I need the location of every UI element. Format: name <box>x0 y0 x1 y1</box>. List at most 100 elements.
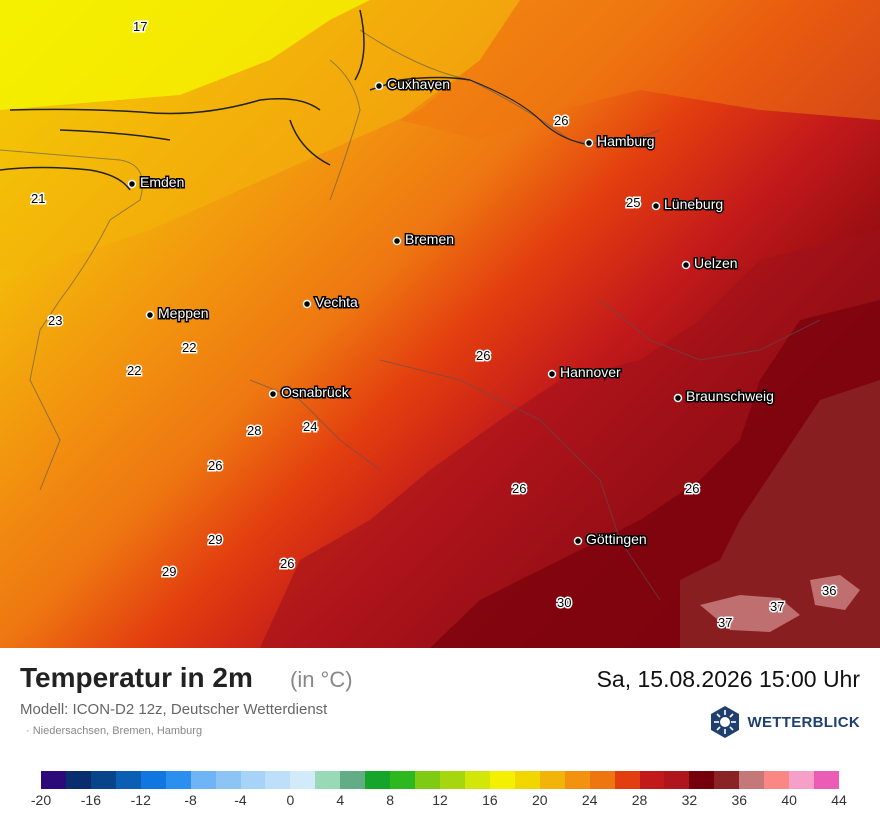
scale-swatch <box>215 771 241 789</box>
coastline <box>0 9 471 191</box>
temp-label: 28 <box>247 423 261 438</box>
scale-swatch <box>90 771 116 789</box>
color-scale <box>41 771 839 789</box>
scale-tick-label: 12 <box>432 792 448 808</box>
temp-label: 22 <box>127 363 141 378</box>
scale-swatch <box>539 771 565 789</box>
city-dot-osnabrueck <box>268 389 278 399</box>
scale-swatch <box>714 771 740 789</box>
city-label-osnabrueck: Osnabrück <box>281 384 350 400</box>
scale-swatch <box>814 771 839 789</box>
temp-label: 26 <box>476 348 490 363</box>
city-label-bremen: Bremen <box>405 231 454 247</box>
scale-swatch <box>440 771 465 789</box>
scale-swatch <box>514 771 540 789</box>
scale-tick-label: 44 <box>831 792 847 808</box>
city-label-braunschweig: Braunschweig <box>686 388 774 404</box>
scale-swatch <box>390 771 416 789</box>
scale-swatch <box>365 771 391 789</box>
scale-tick-label: -12 <box>130 792 151 808</box>
scale-tick-label: 32 <box>681 792 698 808</box>
scale-tick-label: 24 <box>581 792 598 808</box>
temp-label: 37 <box>770 599 784 614</box>
scale-swatch <box>290 771 316 789</box>
scale-tick-label: 36 <box>731 792 748 808</box>
snowflake-sun-icon <box>710 706 739 738</box>
legend-panel: Temperatur in 2m (in °C) Sa, 15.08.2026 … <box>0 648 880 830</box>
temp-label: 17 <box>133 19 147 34</box>
temp-label: 21 <box>31 191 45 206</box>
city-label-cuxhaven: Cuxhaven <box>387 76 450 92</box>
city-dot-braunschweig <box>673 393 683 403</box>
scale-swatch <box>564 771 590 789</box>
city-dot-emden <box>127 179 137 189</box>
scale-swatch <box>315 771 341 789</box>
scale-swatch <box>489 771 515 789</box>
city-dot-uelzen <box>681 260 691 270</box>
temp-label: 26 <box>512 481 526 496</box>
scale-swatch <box>689 771 715 789</box>
city-dot-meppen <box>145 310 155 320</box>
city-dot-cuxhaven <box>374 81 384 91</box>
city-label-uelzen: Uelzen <box>694 255 738 271</box>
city-label-meppen: Meppen <box>158 305 209 321</box>
page-title: Temperatur in 2m <box>20 662 253 693</box>
city-label-emden: Emden <box>140 174 184 190</box>
temp-label: 26 <box>280 556 294 571</box>
scale-tick-label: -16 <box>80 792 101 808</box>
city-label-lueneburg: Lüneburg <box>664 196 723 212</box>
temp-label: 36 <box>822 583 836 598</box>
temp-label: 30 <box>557 595 571 610</box>
scale-tick-label: 28 <box>631 792 648 808</box>
scale-swatch <box>265 771 291 789</box>
scale-swatch <box>65 771 91 789</box>
scale-swatch <box>415 771 440 789</box>
scale-tick-label: 40 <box>781 792 797 808</box>
brand-logo: WETTERBLICK <box>708 705 860 739</box>
scale-tick-label: -20 <box>30 792 52 808</box>
city-markers: Cuxhaven Hamburg Emden Lüneburg Bremen U… <box>127 75 775 549</box>
temp-label: 26 <box>685 481 699 496</box>
scale-swatch <box>589 771 615 789</box>
city-dot-hannover <box>547 369 557 379</box>
temp-label: 26 <box>208 458 222 473</box>
elbe-river <box>469 79 591 146</box>
brand-name: WETTERBLICK <box>747 713 860 731</box>
coastal-cool-zone <box>0 0 370 110</box>
scale-swatch <box>190 771 216 789</box>
city-label-hannover: Hannover <box>560 364 621 380</box>
city-dot-lueneburg <box>651 201 661 211</box>
scale-swatch <box>240 771 266 789</box>
scale-swatch <box>165 771 191 789</box>
city-label-hamburg: Hamburg <box>597 133 655 149</box>
scale-tick-label: 8 <box>386 792 395 808</box>
model-info: Modell: ICON-D2 12z, Deutscher Wetterdie… <box>20 701 328 718</box>
temp-label: 22 <box>182 340 196 355</box>
temperature-labels: 17 26 21 25 23 22 26 22 24 28 26 26 26 2… <box>30 18 838 632</box>
temp-label: 29 <box>208 532 222 547</box>
scale-swatch <box>764 771 790 789</box>
city-label-goettingen: Göttingen <box>586 531 647 547</box>
scale-swatch <box>464 771 490 789</box>
hotspot-zone <box>700 595 800 632</box>
city-dot-hamburg <box>584 138 594 148</box>
scale-tick-label: 4 <box>336 792 345 808</box>
city-label-vechta: Vechta <box>315 294 358 310</box>
scale-tick-label: 0 <box>286 792 295 808</box>
scale-ticks: -20 -16 -12 -8 -4 0 4 8 12 16 20 24 28 32 36 40 44 <box>0 792 880 808</box>
state-borders <box>0 29 821 601</box>
unit-label: (in °C) <box>290 667 353 692</box>
region-info: · Niedersachsen, Bremen, Hamburg <box>26 725 203 737</box>
scale-tick-label: 20 <box>531 792 548 808</box>
temperature-map: Cuxhaven Hamburg Emden Lüneburg Bremen U… <box>0 0 880 648</box>
scale-tick-label: 16 <box>482 792 498 808</box>
scale-swatch <box>614 771 640 789</box>
temp-label: 26 <box>554 113 568 128</box>
forecast-datetime: Sa, 15.08.2026 15:00 Uhr <box>596 666 860 692</box>
city-dot-bremen <box>392 236 402 246</box>
city-dot-goettingen <box>573 536 583 546</box>
scale-swatch <box>340 771 366 789</box>
scale-tick-label: -4 <box>234 792 247 808</box>
temp-label: 29 <box>162 564 176 579</box>
map-canvas: Cuxhaven Hamburg Emden Lüneburg Bremen U… <box>0 0 880 648</box>
